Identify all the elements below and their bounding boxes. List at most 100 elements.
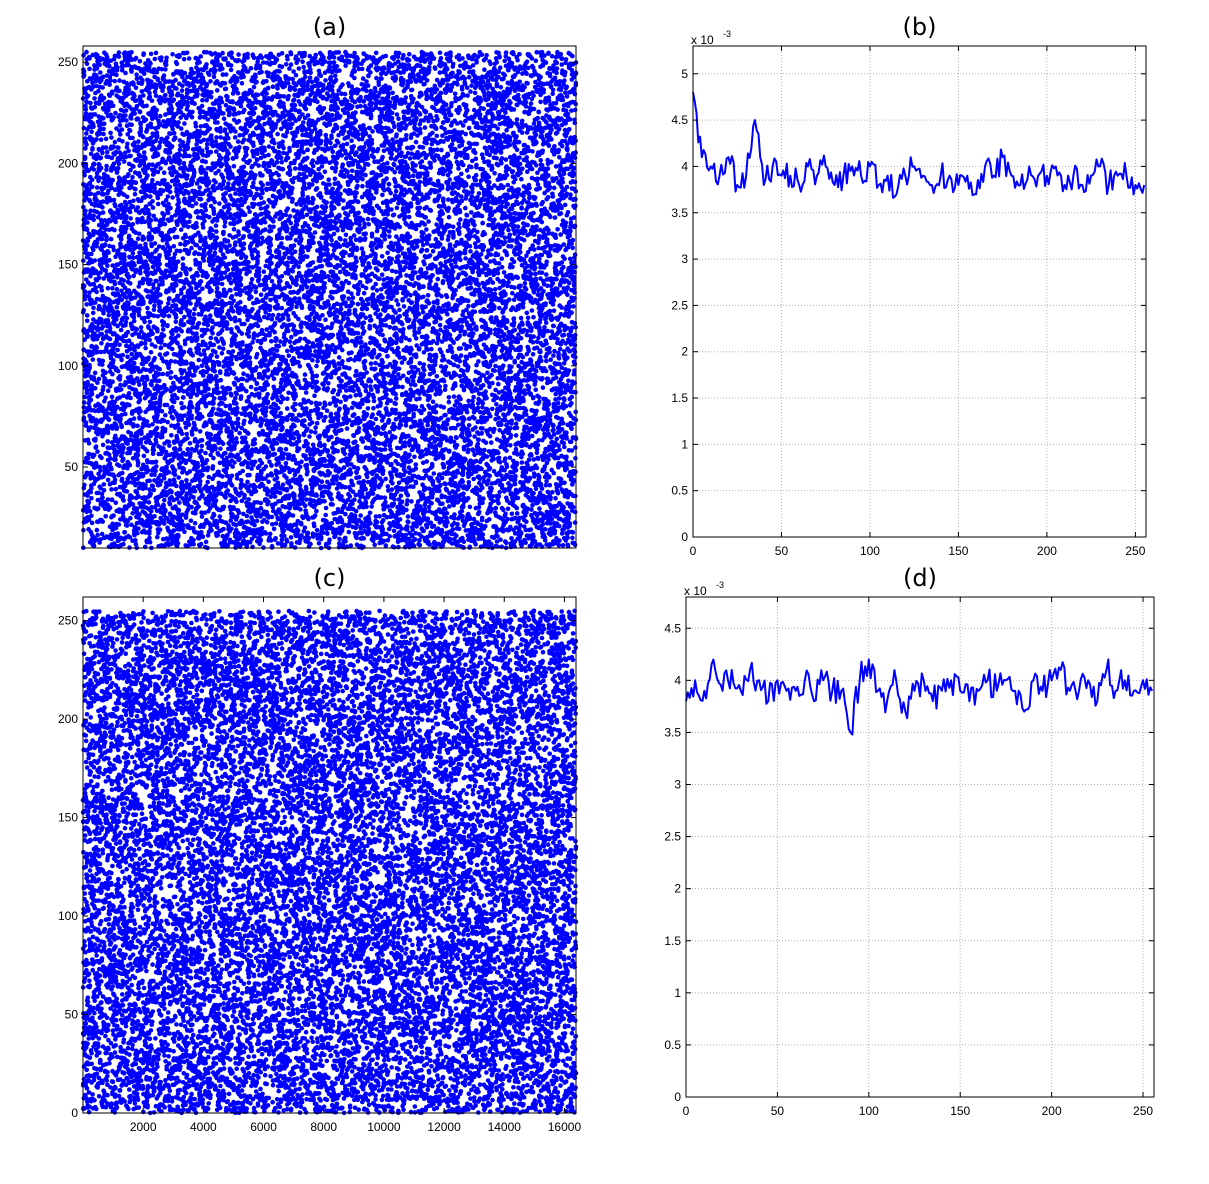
scatter-point (223, 495, 228, 500)
scatter-point (189, 504, 194, 510)
scatter-point (179, 88, 185, 93)
scatter-point (191, 70, 196, 76)
scatter-point (205, 479, 210, 485)
scatter-point (232, 460, 237, 465)
scatter-point (92, 386, 98, 391)
scatter-point (127, 402, 132, 408)
scatter-point (171, 399, 177, 405)
scatter-point (160, 281, 165, 287)
scatter-point (111, 513, 116, 518)
scatter-point (116, 522, 122, 527)
scatter-point (83, 208, 88, 214)
scatter-point (129, 50, 134, 55)
scatter-point (158, 345, 164, 350)
scatter-point (217, 370, 223, 376)
scatter-point (230, 99, 235, 105)
scatter-point (147, 94, 153, 99)
scatter-point (213, 498, 219, 503)
scatter-point (141, 150, 147, 155)
scatter-point (166, 469, 172, 475)
scatter-point (119, 476, 125, 482)
scatter-point (164, 402, 170, 408)
scatter-point (172, 479, 177, 485)
scatter-point (124, 194, 130, 200)
scatter-point (227, 276, 233, 281)
scatter-point (234, 78, 240, 84)
scatter-point (127, 128, 133, 133)
scatter-point (180, 512, 185, 517)
scatter-point (147, 319, 153, 325)
scatter-point (197, 245, 203, 251)
scatter-point (190, 178, 196, 184)
scatter-point (121, 278, 126, 283)
scatter-point (228, 316, 234, 322)
scatter-point (182, 529, 187, 535)
scatter-point (226, 202, 232, 208)
scatter-point (181, 349, 187, 355)
scatter-point (208, 335, 214, 341)
scatter-point (118, 245, 124, 250)
scatter-point (161, 170, 167, 175)
scatter-point (107, 82, 112, 87)
scatter-point (212, 396, 217, 401)
scatter-point (107, 64, 112, 69)
scatter-point (185, 145, 191, 150)
scatter-point (220, 441, 226, 447)
scatter-point (129, 69, 134, 74)
scatter-point (222, 396, 227, 402)
scatter-point (142, 544, 148, 550)
scatter-point (174, 234, 180, 240)
scatter-point (215, 339, 220, 344)
scatter-point (214, 235, 220, 240)
scatter-point (208, 94, 214, 100)
scatter-point (100, 324, 106, 329)
scatter-point (130, 250, 136, 256)
scatter-point (185, 436, 190, 441)
scatter-point (109, 487, 114, 492)
scatter-point (196, 251, 202, 257)
scatter-point (91, 213, 96, 219)
scatter-point (179, 518, 185, 524)
scatter-point (223, 450, 228, 456)
scatter-point (180, 140, 186, 145)
scatter-point (96, 275, 102, 281)
scatter-point (113, 219, 118, 225)
scatter-point (88, 151, 94, 157)
scatter-point (109, 466, 114, 472)
scatter-point (116, 54, 122, 59)
scatter-point (112, 281, 118, 287)
scatter-point (91, 452, 97, 458)
scatter-point (96, 376, 102, 382)
scatter-point (209, 227, 215, 233)
scatter-point (113, 500, 119, 506)
scatter-point (162, 427, 168, 432)
scatter-point (126, 233, 132, 239)
scatter-point (187, 153, 192, 159)
scatter-point (118, 387, 124, 392)
scatter-point (214, 354, 220, 359)
scatter-point (211, 342, 217, 348)
scatter-point (172, 472, 178, 478)
scatter-point (147, 535, 152, 541)
scatter-point (133, 85, 139, 91)
scatter-point (176, 507, 182, 513)
scatter-point (130, 222, 136, 227)
scatter-point (176, 204, 181, 210)
scatter-point (165, 210, 171, 216)
scatter-point (167, 478, 173, 483)
scatter-point (174, 61, 180, 67)
scatter-point (223, 191, 228, 196)
scatter-point (150, 205, 156, 210)
scatter-point (130, 135, 135, 141)
scatter-point (231, 217, 237, 222)
scatter-point (216, 390, 222, 395)
scatter-point (225, 156, 230, 162)
scatter-point (96, 190, 101, 196)
scatter-point (199, 103, 205, 109)
scatter-point (223, 199, 228, 204)
scatter-point (123, 108, 129, 113)
scatter-point (89, 513, 94, 518)
scatter-point (153, 400, 159, 406)
scatter-point (223, 403, 229, 409)
